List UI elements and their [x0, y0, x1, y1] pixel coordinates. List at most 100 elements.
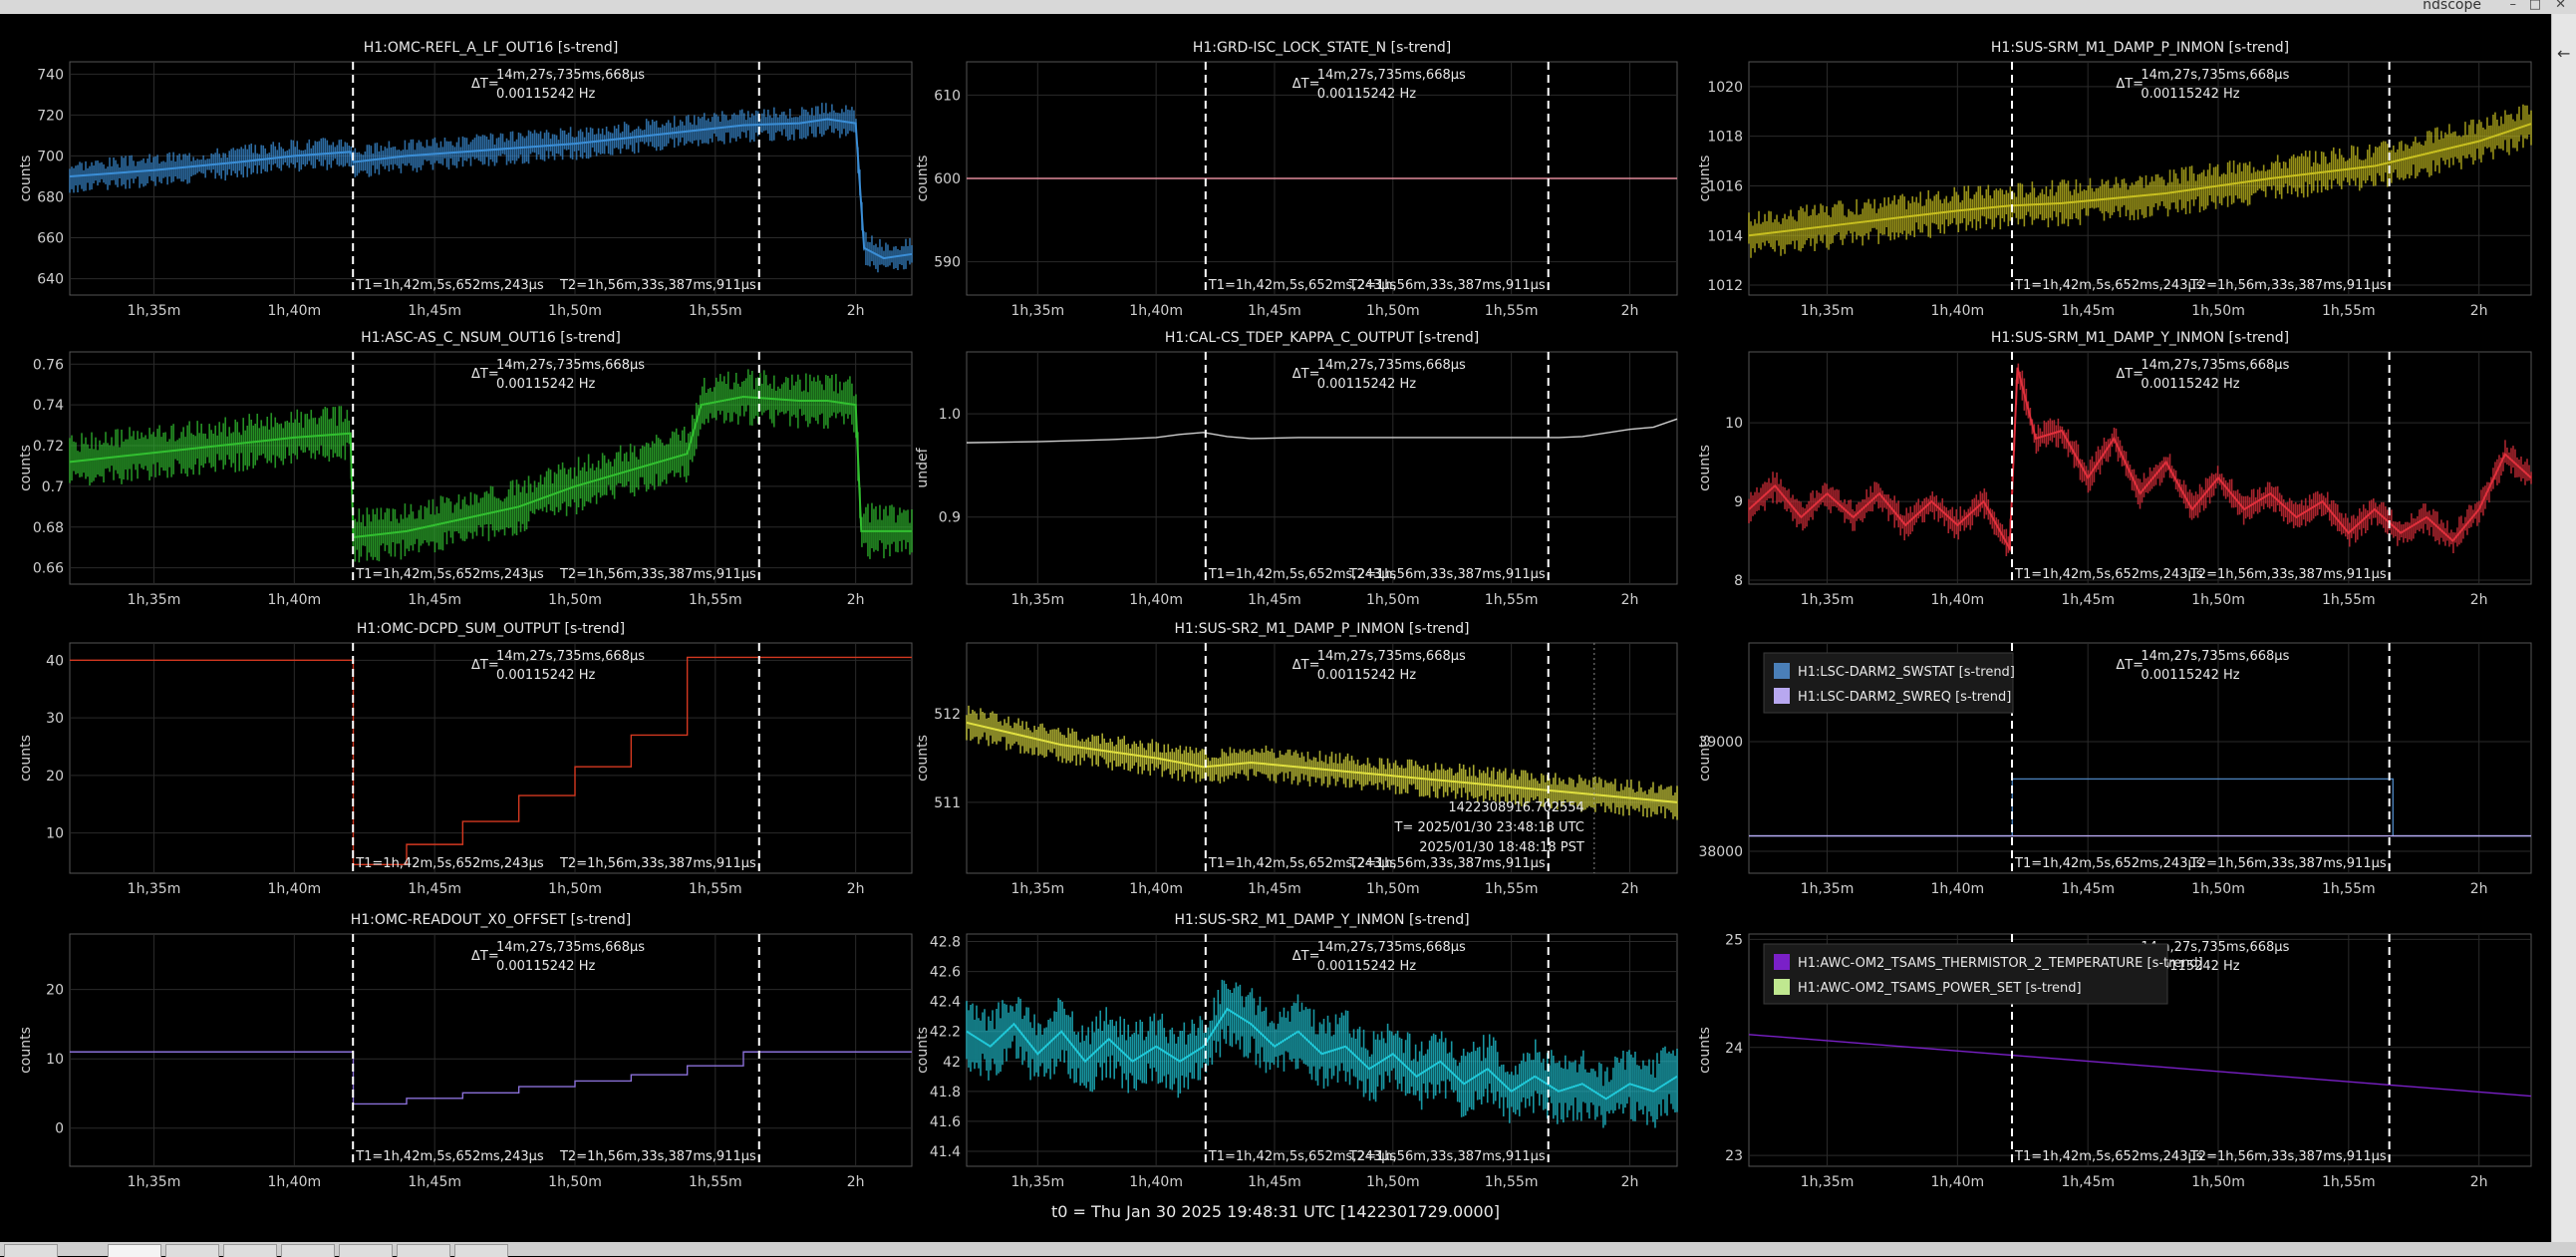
x-tick-label: 1h,45m [2061, 592, 2115, 608]
plot-panel[interactable]: 1h,35m 1h,40m 1h,45m 1h,50m 1h,55m 2h 40 30 20 10… [0, 0, 2551, 1242]
series-line [966, 721, 1678, 803]
delta-t-label: ΔT= [471, 949, 499, 964]
maximize-button[interactable]: □ [2528, 0, 2541, 12]
plot-area[interactable] [1748, 351, 2532, 585]
delta-t-label: ΔT= [1292, 658, 1320, 673]
x-tick-label: 1h,50m [1366, 881, 1420, 897]
y-tick-label: 1012 [1707, 278, 1743, 294]
plot-panel[interactable]: 1h,35m 1h,40m 1h,45m 1h,50m 1h,55m 2h 25 24 23 co… [0, 0, 2551, 1242]
y-axis-label: counts [1697, 735, 1713, 782]
tab-6[interactable] [339, 1244, 393, 1257]
cursor-t1-label: T1=1h,42m,5s,652ms,243µs [1208, 278, 1397, 293]
arrow-left-icon[interactable]: ← [2557, 44, 2571, 63]
x-tick-label: 1h,40m [1930, 303, 1984, 319]
cursor-t1-label: T1=1h,42m,5s,652ms,243µs [1208, 856, 1397, 871]
plot-panel[interactable]: 1h,35m 1h,40m 1h,45m 1h,50m 1h,55m 2h 20 10 0 cou… [0, 0, 2551, 1242]
plot-area[interactable] [69, 933, 913, 1167]
y-tick-label: 42.6 [930, 965, 961, 981]
x-tick-label: 1h,40m [1129, 303, 1183, 319]
x-tick-label: 2h [1621, 1174, 1639, 1190]
legend-swatch[interactable] [1774, 954, 1790, 970]
series-line [69, 118, 913, 260]
plot-panel[interactable]: 1h,35m 1h,40m 1h,45m 1h,50m 1h,55m 2h 610 600 59… [0, 0, 2551, 1242]
plot-area[interactable] [69, 61, 913, 296]
plot-panel[interactable]: 1h,35m 1h,40m 1h,45m 1h,50m 1h,55m 2h10201018… [0, 0, 2551, 1242]
series-line [1748, 123, 2532, 237]
y-tick-label: 8 [1734, 573, 1743, 589]
cursor-t2-label: T2=1h,56m,33s,387ms,911µs [1348, 567, 1546, 582]
x-tick-label: 2h [2470, 592, 2488, 608]
y-tick-label: 1020 [1707, 80, 1743, 96]
y-tick-label: 10 [46, 826, 64, 842]
plot-area[interactable] [69, 642, 913, 874]
minimize-button[interactable]: – [2509, 0, 2517, 12]
delta-t-value: 14m,27s,735ms,668µs [496, 940, 645, 955]
legend-swatch[interactable] [1774, 979, 1790, 995]
plot-title: H1:ASC-AS_C_NSUM_OUT16 [s-trend] [361, 330, 621, 346]
plot-panel[interactable]: 1h,35m 1h,40m 1h,45m 1h,50m 1h,55m 2h 10 9 8 coun… [0, 0, 2551, 1242]
plot-title: H1:OMC-DCPD_SUM_OUTPUT [s-trend] [357, 621, 625, 637]
bottom-tab-bar [0, 1242, 2576, 1257]
cursor-t2-label: T2=1h,56m,33s,387ms,911µs [1348, 278, 1546, 293]
plot-area[interactable] [966, 351, 1678, 585]
x-tick-label: 1h,50m [548, 881, 602, 897]
plot-panel[interactable]: 1h,35m 1h,40m 1h,45m 1h,50m 1h,55m 2h 740 720 70… [0, 0, 2551, 1242]
delta-freq: 0.00115242 Hz [496, 377, 595, 392]
y-tick-label: 700 [37, 149, 64, 164]
y-tick-label: 41.4 [930, 1144, 961, 1160]
cursor-t1-label: T1=1h,42m,5s,652ms,243µs [1208, 1149, 1397, 1164]
x-tick-label: 1h,40m [1129, 1174, 1183, 1190]
x-tick-label: 1h,40m [1930, 1174, 1984, 1190]
tab-1[interactable] [4, 1244, 58, 1257]
series-line [1748, 1034, 2532, 1098]
tab-4[interactable] [223, 1244, 277, 1257]
legend-item[interactable]: H1:AWC-OM2_TSAMS_THERMISTOR_2_TEMPERATUR… [1798, 956, 2203, 971]
series-line [966, 1007, 1678, 1100]
delta-freq: 0.00115242 Hz [2141, 87, 2239, 102]
legend-item[interactable]: H1:LSC-DARM2_SWSTAT [s-trend] [1798, 665, 2015, 680]
plot-title: H1:SUS-SRM_M1_DAMP_P_INMON [s-trend] [1991, 40, 2289, 56]
plot-title: H1:SUS-SRM_M1_DAMP_Y_INMON [s-trend] [1991, 330, 2289, 346]
cursor-t1-label: T1=1h,42m,5s,652ms,243µs [355, 856, 544, 871]
close-button[interactable]: ✕ [2555, 0, 2566, 12]
plot-panel[interactable]: 1h,35m 1h,40m 1h,45m 1h,50m 1h,55m 2h 42.8 42.6… [0, 0, 2551, 1242]
x-tick-label: 1h,45m [1248, 303, 1301, 319]
cursor-t2-label: T2=1h,56m,33s,387ms,911µs [559, 1149, 756, 1164]
plot-panel[interactable]: 1h,35m 1h,40m 1h,45m 1h,50m 1h,55m 2h0.760.74… [0, 0, 2551, 1242]
x-tick-label: 1h,55m [689, 1174, 742, 1190]
tab-3[interactable] [165, 1244, 219, 1257]
x-tick-label: 1h,50m [1366, 592, 1420, 608]
y-tick-label: 40 [46, 653, 64, 669]
plot-title: H1:OMC-REFL_A_LF_OUT16 [s-trend] [364, 40, 619, 56]
legend-swatch[interactable] [1774, 688, 1790, 704]
y-tick-label: 9 [1734, 494, 1743, 510]
plot-panel[interactable]: 1h,35m 1h,40m 1h,45m 1h,50m 1h,55m 2h 1.0 0.9 un… [0, 0, 2551, 1242]
y-axis-label: counts [915, 1027, 931, 1074]
x-tick-label: 1h,50m [548, 303, 602, 319]
y-tick-label: 0 [55, 1121, 64, 1137]
tab-7[interactable] [397, 1244, 450, 1257]
tab-5[interactable] [281, 1244, 335, 1257]
tab-8[interactable] [454, 1244, 508, 1257]
window-title: ndscope [2423, 0, 2481, 13]
delta-freq: 0.00115242 Hz [1317, 668, 1416, 683]
delta-freq: 0.00115242 Hz [1317, 377, 1416, 392]
tab-2[interactable] [108, 1244, 161, 1257]
cursor-t2-label: T2=1h,56m,33s,387ms,911µs [559, 278, 756, 293]
delta-freq: 0.00115242 Hz [1317, 87, 1416, 102]
x-tick-label: 1h,45m [1248, 1174, 1301, 1190]
plot-panel[interactable]: 1h,35m 1h,40m 1h,45m 1h,50m 1h,55m 2h512511co… [0, 0, 2551, 1242]
y-tick-label: 24 [1725, 1041, 1743, 1057]
plot-panel[interactable]: 1h,35m 1h,40m 1h,45m 1h,50m 1h,55m 2h 39000 380… [0, 0, 2551, 1242]
y-tick-label: 1018 [1707, 130, 1743, 146]
legend-item[interactable]: H1:LSC-DARM2_SWREQ [s-trend] [1798, 690, 2011, 705]
legend-item[interactable]: H1:AWC-OM2_TSAMS_POWER_SET [s-trend] [1798, 981, 2082, 996]
cursor-t2-label: T2=1h,56m,33s,387ms,911µs [2189, 567, 2387, 582]
legend-swatch[interactable] [1774, 663, 1790, 679]
x-tick-label: 1h,45m [408, 303, 461, 319]
delta-t-value: 14m,27s,735ms,668µs [1317, 649, 1466, 664]
y-axis-label: counts [1697, 156, 1713, 202]
delta-freq: 0.00115242 Hz [1317, 959, 1416, 974]
series-line [70, 656, 912, 866]
x-tick-label: 2h [847, 303, 865, 319]
